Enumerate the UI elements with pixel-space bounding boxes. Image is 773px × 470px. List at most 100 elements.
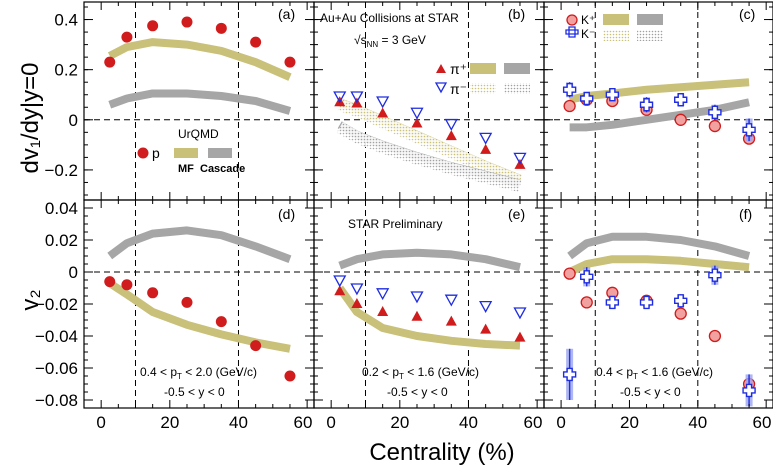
cut-d-y: -0.5 < y < 0 <box>164 385 225 399</box>
y-tick-label: 0 <box>69 263 78 282</box>
data-point <box>104 276 116 288</box>
panel-tag-a: (a) <box>278 6 295 22</box>
data-point <box>479 300 493 313</box>
data-point <box>708 268 722 282</box>
panel-a-plot-area <box>84 2 314 200</box>
cut-f-pt: 0.4 < pT < 1.6 (GeV/c) <box>596 365 713 381</box>
y-tick-label: −0.2 <box>44 161 78 180</box>
y-tick-label: 0 <box>69 111 78 130</box>
legend-marker-piminus <box>434 82 448 94</box>
panel-tag-b: (b) <box>508 6 525 22</box>
cascade-band <box>336 122 522 193</box>
data-point <box>605 88 620 102</box>
legend-label-mf: MF <box>178 163 194 175</box>
cascade-band <box>108 89 292 115</box>
data-point <box>479 132 493 145</box>
data-point <box>181 16 193 28</box>
y-tick-label: −0.08 <box>35 391 78 410</box>
x-tick-label: 0 <box>96 413 105 432</box>
y-tick-label: 0.04 <box>45 199 78 218</box>
panel-tag-e: (e) <box>508 206 525 222</box>
mf-band <box>568 78 750 104</box>
data-point <box>284 370 296 382</box>
panel-e: 0 20 40 60 <box>313 199 545 432</box>
data-point <box>639 295 654 310</box>
x-tick-label: 40 <box>688 413 707 432</box>
data-point <box>580 270 594 284</box>
data-point <box>410 291 424 304</box>
panel-a: 0.4 0.2 0 −0.2 <box>44 1 315 201</box>
panel-d: 0.04 0.02 0 −0.02 −0.04 −0.06 −0.08 0 20 40 60 <box>35 199 315 432</box>
legend-swatch-kminus-cascade <box>637 30 663 41</box>
data-point <box>351 298 363 308</box>
data-point <box>563 99 576 113</box>
collision-label: Au+Au Collisions at STAR <box>320 11 459 25</box>
panel-b <box>313 1 545 201</box>
data-point <box>411 117 423 128</box>
data-point <box>350 91 364 104</box>
panels: 0.4 0.2 0 −0.2 0.04 0.02 0 −0.02 −0.04 −0.06 −0.08… <box>35 1 773 432</box>
data-point <box>444 118 458 131</box>
data-point <box>513 152 527 165</box>
cut-e-y: -0.5 < y < 0 <box>387 385 448 399</box>
urqmd-label: UrQMD <box>178 127 219 141</box>
mf-band <box>336 285 521 350</box>
data-point <box>104 56 116 68</box>
data-point <box>121 279 133 291</box>
panel-e-plot-area <box>314 200 544 408</box>
x-tick-label: 40 <box>459 413 478 432</box>
legend-swatch-mf <box>174 148 198 158</box>
data-point <box>350 283 364 296</box>
legend-swatch-cascade <box>208 148 232 158</box>
data-point <box>674 93 688 107</box>
mf-band <box>107 279 291 353</box>
x-axis-label: Centrality (%) <box>369 439 514 466</box>
data-point <box>445 130 457 141</box>
data-point <box>580 91 594 106</box>
data-point <box>284 56 296 68</box>
legend-swatch-kplus-cascade <box>637 14 663 25</box>
data-point <box>377 306 389 316</box>
data-point <box>639 98 654 112</box>
x-tick-label: 20 <box>390 413 409 432</box>
legend-marker-kminus <box>565 26 579 38</box>
x-tick-label: 60 <box>753 413 772 432</box>
data-point <box>480 143 492 154</box>
energy-label: √sNN = 3 GeV <box>354 33 426 49</box>
data-point <box>674 294 688 308</box>
mf-band <box>567 255 750 276</box>
x-tick-label: 0 <box>326 413 335 432</box>
y-axis-label-top: dv₁/dy|y=0 <box>17 62 44 173</box>
mf-band <box>107 38 292 81</box>
y-tick-label: −0.04 <box>35 327 78 346</box>
data-point <box>708 105 722 119</box>
legend-swatch-piplus-cascade <box>504 63 530 74</box>
mf-band <box>337 99 523 187</box>
cut-e-pt: 0.2 < pT < 1.6 (GeV/c) <box>362 365 479 381</box>
x-tick-label: 60 <box>524 413 543 432</box>
legend-label-piminus: π⁻ <box>450 81 467 97</box>
x-tick-label: 40 <box>229 413 248 432</box>
y-tick-label: −0.02 <box>35 295 78 314</box>
y-axis-label-bottom: v₂ <box>17 289 44 310</box>
data-point <box>376 288 390 301</box>
legend-label-piplus: π⁺ <box>450 61 467 77</box>
data-point <box>333 91 347 104</box>
legend-label-p: p <box>152 145 160 161</box>
legend-label-kminus: K⁻ <box>581 27 595 41</box>
data-point <box>333 275 347 288</box>
legend-swatch-kplus-mf <box>603 14 629 25</box>
panel-d-plot-area <box>84 200 314 408</box>
data-point <box>742 383 756 398</box>
legend-swatch-piminus-cascade <box>504 83 530 94</box>
data-point <box>411 310 423 321</box>
data-point <box>147 287 159 299</box>
panel-tag-c: (c) <box>739 6 755 22</box>
data-point <box>674 113 687 126</box>
data-point <box>562 83 577 97</box>
cut-f-y: -0.5 < y < 0 <box>620 385 681 399</box>
data-point <box>215 316 227 328</box>
data-point <box>377 107 389 118</box>
data-point <box>376 96 390 109</box>
